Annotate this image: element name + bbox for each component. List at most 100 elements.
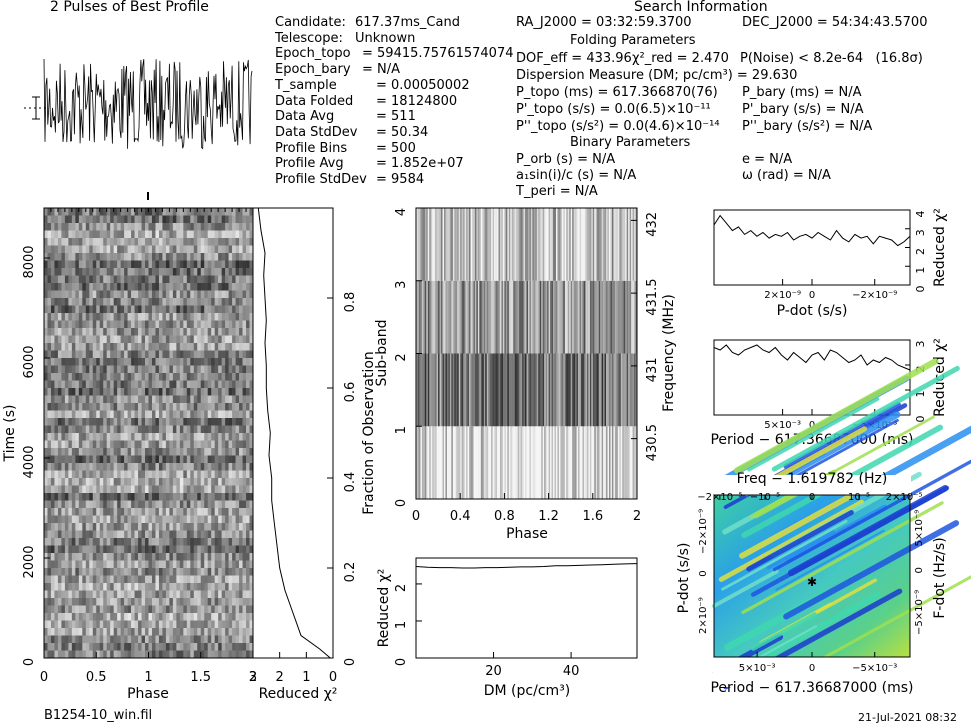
heat-cell [131, 268, 135, 276]
heat-cell [64, 643, 69, 651]
heat-cell [110, 515, 114, 524]
heat-cell [131, 425, 135, 434]
heat-cell [249, 568, 254, 576]
stripe [746, 510, 854, 572]
heat-cell [96, 500, 101, 509]
subband-cell [529, 426, 532, 499]
subband-cell [435, 353, 437, 427]
heat-cell [221, 605, 226, 614]
heat-cell [169, 545, 174, 554]
heat-cell [113, 463, 118, 471]
heat-cell [151, 208, 156, 216]
subband-cell [634, 426, 636, 499]
heat-cell [110, 290, 114, 299]
heat-cell [127, 313, 132, 321]
heat-cell [113, 493, 118, 501]
heat-cell [113, 628, 118, 636]
heat-cell [124, 455, 128, 464]
heat-cell [92, 425, 97, 434]
subband-cell [448, 280, 451, 354]
heat-cell [124, 215, 128, 224]
heat-cell [134, 380, 139, 389]
heat-cell [64, 515, 69, 524]
heat-cell [211, 560, 215, 569]
subband-cell [589, 353, 592, 427]
heat-cell [148, 223, 153, 231]
heat-cell [82, 560, 87, 569]
subband-cell [579, 208, 582, 281]
heat-cell [200, 373, 205, 381]
heat-cell [179, 568, 184, 576]
heat-cell [113, 448, 118, 456]
heat-cell [204, 328, 209, 336]
heat-cell [54, 245, 59, 254]
heat-cell [50, 238, 55, 246]
heat-cell [235, 305, 240, 314]
heat-cell [92, 583, 97, 591]
heat-cell [44, 433, 48, 441]
heat-cell [103, 635, 107, 644]
heat-cell [71, 478, 76, 486]
subband-cell [449, 426, 452, 499]
heat-cell [155, 403, 160, 411]
heat-cell [124, 515, 128, 524]
subband-cell [582, 353, 585, 427]
heat-cell [211, 650, 215, 659]
heat-cell [89, 268, 94, 276]
heat-cell [172, 358, 177, 366]
heat-cell [99, 493, 104, 501]
heat-cell [151, 365, 156, 374]
heat-cell [155, 500, 160, 509]
heat-cell [44, 313, 48, 321]
subband-cell [507, 353, 510, 427]
heat-cell [99, 275, 104, 284]
heat-cell [183, 215, 188, 224]
subband-cell [569, 280, 571, 354]
heat-cell [82, 643, 87, 651]
heat-cell [92, 268, 97, 276]
heat-cell [50, 313, 55, 321]
heat-cell [50, 373, 55, 381]
heat-cell [141, 403, 146, 411]
heat-cell [44, 343, 48, 351]
heat-cell [89, 455, 94, 464]
heat-cell [176, 343, 181, 351]
subband-cell [592, 280, 595, 354]
info-label: Candidate: [275, 15, 346, 30]
heat-cell [134, 463, 139, 471]
heat-cell [57, 328, 62, 336]
heat-cell [221, 628, 226, 636]
heat-cell [193, 358, 198, 366]
heat-cell [151, 635, 156, 644]
subband-cell [635, 353, 638, 427]
subband-cell [418, 426, 421, 499]
heat-cell [228, 395, 233, 404]
heat-cell [179, 448, 184, 456]
heat-cell [207, 643, 212, 651]
subband-cell [611, 280, 614, 354]
subband-cell [532, 208, 535, 281]
subband-cell [504, 208, 507, 281]
heat-cell [71, 553, 76, 561]
heat-cell [221, 598, 226, 606]
heat-cell [176, 230, 181, 239]
heat-cell [158, 628, 163, 636]
heat-cell [211, 418, 215, 426]
heat-cell [165, 553, 170, 561]
heat-cell [151, 223, 156, 231]
subband-cell [448, 426, 451, 499]
heat-cell [221, 208, 226, 216]
heat-cell [193, 463, 198, 471]
heat-cell [246, 643, 250, 651]
heat-cell [249, 515, 254, 524]
heat-cell [106, 635, 111, 644]
heat-cell [85, 335, 90, 344]
pdot-label: P-dot (s/s) [676, 543, 692, 614]
subband-cell [635, 426, 638, 499]
heat-cell [197, 575, 202, 584]
heat-cell [193, 553, 198, 561]
heat-cell [106, 253, 111, 261]
subband-cell [533, 208, 536, 281]
heat-cell [134, 238, 139, 246]
